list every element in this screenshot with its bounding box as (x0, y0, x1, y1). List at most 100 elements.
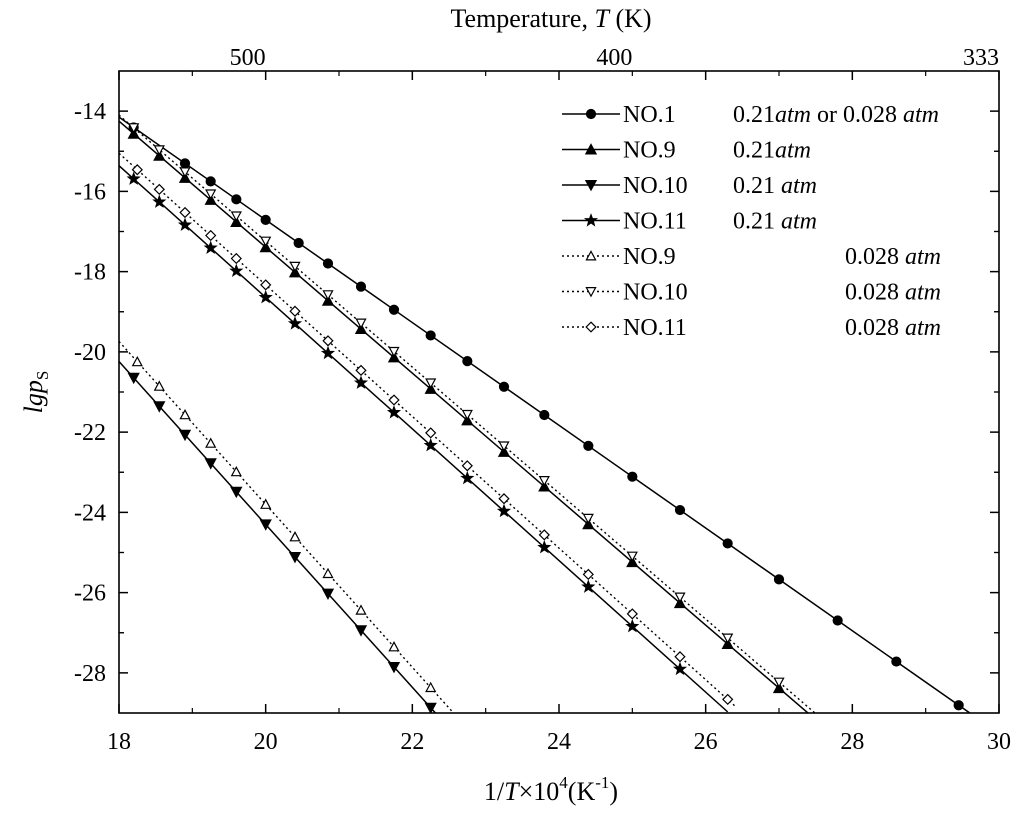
series-3-point-5 (230, 486, 243, 499)
series-4-point-2 (152, 194, 167, 208)
series-6-point-4 (205, 189, 217, 200)
series-6-point-12 (461, 409, 473, 421)
series-3-point-2 (153, 401, 166, 413)
series-7-point-8 (322, 335, 334, 347)
x-tick-label: 26 (694, 729, 718, 755)
x-axis-title: 1/T×104(K-1) (484, 773, 618, 806)
series-1-point-16 (674, 504, 686, 516)
x-tick-label: 24 (547, 729, 571, 755)
series-7-point-12 (461, 460, 473, 472)
top-tick-label: 500 (230, 45, 266, 71)
series-4-point-8 (320, 345, 336, 360)
series-1-point-6 (293, 237, 304, 249)
series-5-point-5 (230, 465, 242, 477)
legend-marker (584, 180, 598, 192)
legend-series-name: NO.9 (623, 244, 676, 270)
series-7-point-18 (722, 693, 734, 706)
legend-item-2: NO.9 0.21atm (562, 138, 811, 164)
series-4-point-10 (386, 405, 402, 419)
series-1-point-17 (722, 538, 733, 549)
series-1-point-11 (462, 356, 473, 367)
y-tick-label: -20 (74, 340, 106, 366)
series-7-point-4 (205, 229, 217, 242)
y-axis-title: lgpS (19, 371, 52, 414)
series-1-point-18 (773, 574, 785, 585)
series-3-point-11 (424, 702, 437, 713)
series-6-point-19 (773, 677, 785, 688)
legend-item-7: NO.11 0.028 atm (562, 315, 941, 341)
series-7-point-10 (388, 394, 400, 406)
series-3-point-7 (288, 552, 302, 564)
series-3 (119, 361, 437, 713)
series-4-point-4 (203, 240, 218, 254)
series-6-point-17 (674, 592, 686, 603)
x-tick-label: 20 (254, 729, 278, 755)
series-4 (119, 165, 729, 713)
legend-series-condition: 0.21 atm (733, 173, 817, 199)
series-3-point-1 (127, 372, 140, 385)
series-5-point-4 (205, 437, 217, 448)
series-7-point-3 (179, 206, 191, 219)
series-6-point-1 (128, 123, 140, 134)
x-tick-label: 18 (107, 729, 131, 755)
series-4-point-16 (625, 618, 640, 633)
series-7-point-15 (582, 568, 594, 581)
legend-series-name: NO.11 (623, 209, 687, 235)
legend-series-condition: 0.21 atm (733, 209, 817, 235)
series-1-point-7 (322, 258, 334, 269)
series-4-point-7 (287, 316, 303, 330)
series-7-point-1 (131, 164, 143, 176)
series-6-point-16 (626, 551, 638, 562)
series-5-point-3 (179, 408, 191, 420)
series-6-point-18 (722, 633, 734, 644)
series-1-point-8 (355, 281, 367, 292)
legend-series-name: NO.1 (623, 102, 676, 128)
series-4-point-5 (229, 263, 244, 277)
y-tick-label: -28 (74, 661, 106, 687)
series-1-point-14 (583, 440, 594, 451)
series-6 (119, 114, 817, 713)
legend-series-name: NO.9 (623, 138, 676, 164)
series-3-point-6 (259, 519, 272, 531)
series-1-point-9 (388, 304, 400, 315)
top-tick-label: 400 (596, 45, 632, 71)
legend-series-name: NO.11 (623, 315, 687, 341)
series-3-line (119, 361, 437, 713)
legend: NO.1 0.21atm or 0.028 atm NO.9 0.21atm NO.10… (562, 102, 941, 341)
legend-marker (585, 321, 597, 333)
series-6-point-10 (388, 346, 400, 358)
series-7-point-7 (289, 305, 301, 317)
series-3-point-9 (354, 625, 368, 637)
y-tick-label: -16 (74, 179, 106, 205)
legend-marker (585, 250, 597, 261)
series-1-point-13 (539, 409, 550, 421)
legend-marker (583, 213, 599, 227)
series-4-point-17 (672, 661, 688, 676)
series-1 (119, 116, 971, 713)
series-7-point-16 (626, 608, 638, 620)
series-1-point-12 (498, 381, 510, 392)
series-7-point-5 (230, 252, 242, 265)
series-6-point-6 (260, 236, 272, 247)
series-7-point-13 (498, 493, 510, 505)
series-1-point-15 (627, 471, 638, 482)
x-tick-label: 22 (400, 729, 424, 755)
legend-item-6: NO.10 0.028 atm (562, 280, 941, 306)
x-tick-label: 30 (987, 729, 1011, 755)
series-7-point-11 (425, 427, 437, 439)
series-2-line (119, 120, 809, 713)
series-5-point-11 (425, 681, 437, 693)
legend-item-5: NO.9 0.028 atm (562, 244, 941, 270)
series-4-point-13 (496, 503, 512, 518)
series-4-point-11 (423, 437, 438, 452)
legend-series-condition: 0.028 atm (845, 315, 941, 341)
series-1-point-21 (953, 700, 964, 711)
legend-item-4: NO.11 0.21 atm (562, 209, 817, 235)
legend-series-condition: 0.21atm or 0.028 atm (733, 102, 939, 128)
series-7-point-14 (538, 529, 550, 541)
series-5 (119, 340, 455, 713)
series-6-point-5 (230, 211, 242, 222)
legend-marker (584, 143, 598, 155)
series-1-point-4 (231, 194, 242, 205)
series-5-point-1 (131, 355, 143, 367)
